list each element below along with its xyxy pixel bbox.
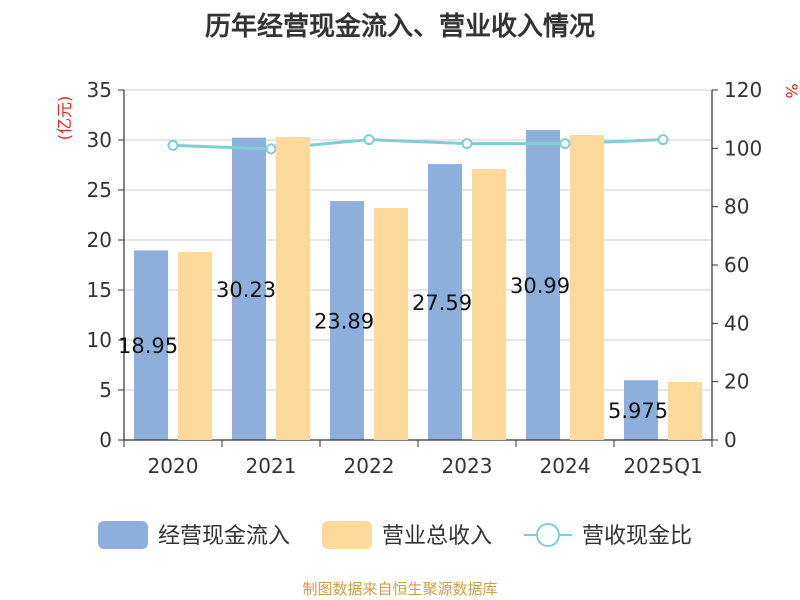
y-tick-label: 0 [99,428,112,452]
x-tick-label: 2020 [148,454,199,478]
x-tick-label: 2025Q1 [623,454,702,478]
line-point [265,143,277,155]
y-tick-label: 25 [87,178,112,202]
bar-cash-inflow [526,130,560,440]
y-axis-unit: (亿元) [55,96,74,141]
y2-tick-label: 20 [724,370,749,394]
data-label: 23.89 [314,310,374,334]
x-tick-label: 2023 [442,454,493,478]
legend-label: 营业总收入 [382,524,492,549]
y2-tick-label: 60 [724,253,749,277]
line-point [559,138,571,150]
y-tick-label: 10 [87,328,112,352]
grid-layer [124,89,712,391]
y2-tick-label: 80 [724,195,749,219]
legend-swatch [322,521,372,549]
x-tick-label: 2021 [246,454,297,478]
y-tick-label: 5 [99,378,112,402]
legend-label: 经营现金流入 [158,524,290,549]
y2-tick-label: 40 [724,311,749,335]
source-note: 制图数据来自恒生聚源数据库 [302,580,498,598]
line-point [461,138,473,150]
bar-cash-inflow [232,137,266,440]
x-tick-label: 2024 [540,454,591,478]
bar-cash-inflow [134,250,168,440]
y-tick-label: 35 [87,78,112,102]
y2-tick-label: 120 [724,78,762,102]
bar-cash-inflow [428,164,462,441]
line-point [363,134,375,146]
bar-revenue-front [178,252,212,440]
bar-revenue-front [668,382,702,440]
line-point [657,134,669,146]
y2-tick-label: 100 [724,136,762,160]
axis-layer: 0 5 10 15 20 25 30 35 0 20 40 60 80 100 120 (亿元)% 2020 20… [55,78,800,478]
y2-tick-label: 0 [724,428,737,452]
bar-revenue-front [570,135,604,440]
y-tick-label: 20 [87,228,112,252]
data-label: 5.975 [608,399,668,423]
chart-title: 历年经营现金流入、营业收入情况 [204,12,595,42]
bar-cash-inflow [330,201,364,440]
y-tick-label: 30 [87,128,112,152]
bar-cash-inflow [624,380,658,440]
legend-swatch [98,521,148,549]
legend-layer: 经营现金流入 营业总收入 营收现金比 [98,521,692,549]
y2-axis-unit: % [782,83,800,98]
y-tick-label: 15 [87,278,112,302]
bar-revenue-front [276,137,310,440]
legend-label: 营收现金比 [582,524,692,549]
x-tick-label: 2022 [344,454,395,478]
bar-revenue-front [472,169,506,440]
line-point [167,139,179,151]
bar-revenue-front [374,208,408,440]
legend-marker [536,523,560,547]
